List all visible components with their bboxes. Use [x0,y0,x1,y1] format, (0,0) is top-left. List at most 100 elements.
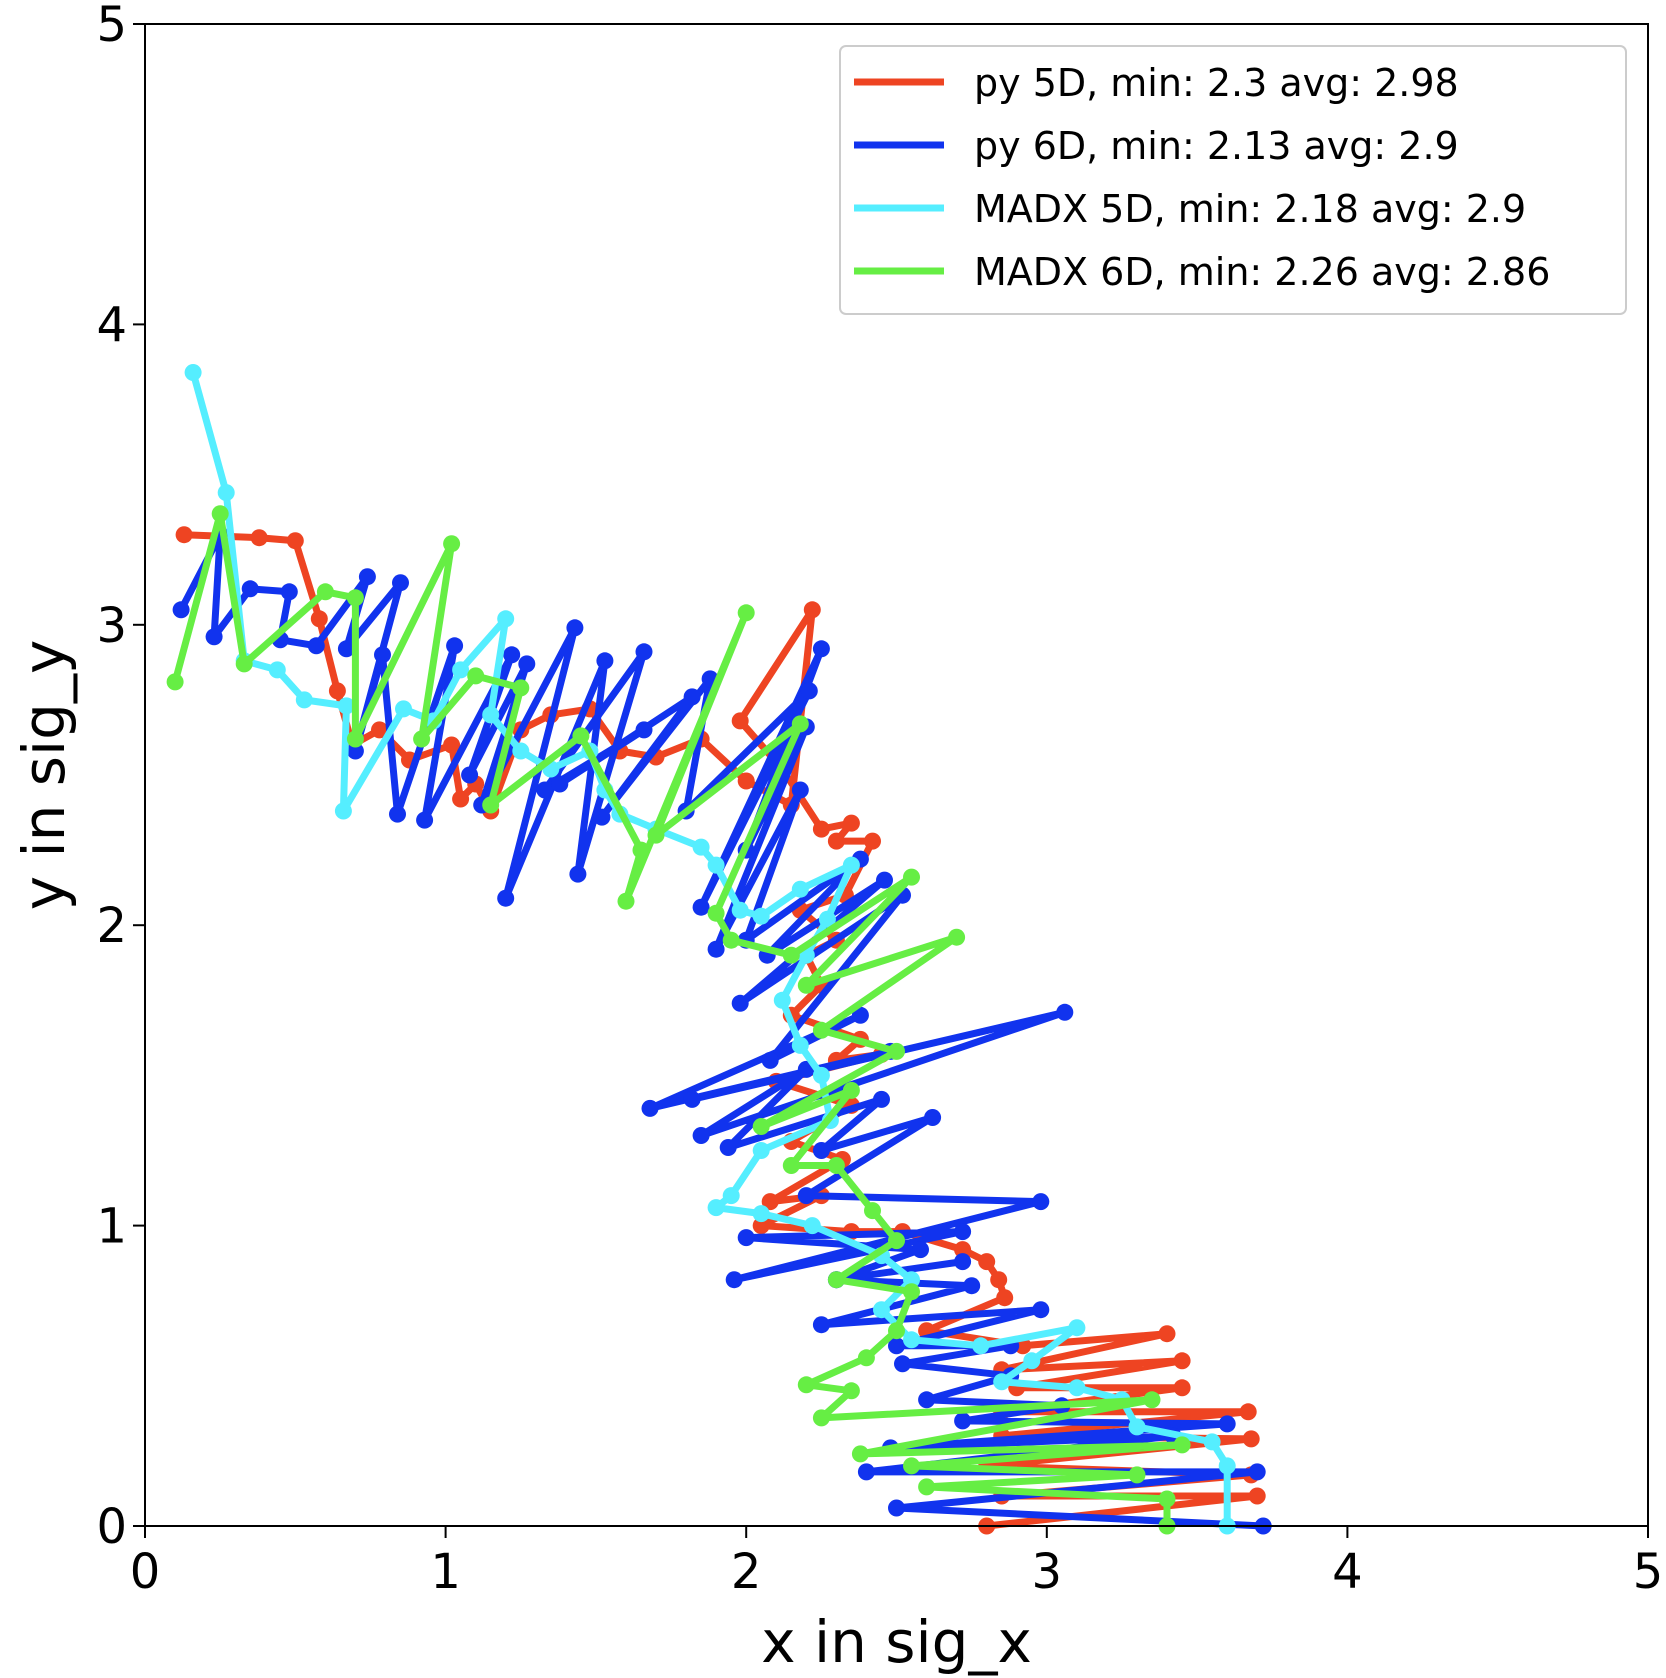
data-point [683,688,701,706]
y-tick-label: 1 [96,1199,127,1255]
data-point [803,1217,821,1235]
data-point [446,637,464,655]
data-point [842,856,860,874]
data-point [761,1051,779,1069]
data-point [617,892,635,910]
data-point [280,583,298,601]
data-point [707,904,725,922]
x-axis-label: x in sig_x [761,1608,1032,1676]
data-point [842,1081,860,1099]
data-point [512,679,530,697]
data-point [903,1457,920,1475]
legend: py 5D, min: 2.3 avg: 2.98 py 6D, min: 2.1… [839,45,1627,315]
data-point [737,604,755,622]
data-point [972,1337,990,1355]
data-point [990,1271,1008,1289]
x-tick-label: 2 [731,1544,762,1600]
data-point [286,532,304,550]
data-point [954,1241,972,1259]
data-point [903,1331,920,1349]
data-point [707,856,725,874]
x-tick-label: 5 [1633,1544,1664,1600]
data-point [773,991,791,1009]
data-point [395,700,412,718]
data-point [791,781,809,799]
data-point [731,901,749,919]
data-point [443,535,461,553]
data-point [346,589,364,607]
plot-frame [144,23,1649,1527]
data-point [334,802,352,820]
data-point [812,820,830,838]
data-point [1248,1463,1266,1481]
y-tick-label: 4 [96,297,127,353]
data-point [250,529,268,547]
data-point [731,994,749,1012]
data-point [812,640,830,658]
data-point [948,928,966,946]
data-point [1068,1319,1086,1337]
data-point [752,1205,770,1223]
data-point [1023,1352,1041,1370]
data-point [993,1373,1011,1391]
data-point [443,736,461,754]
data-point [692,838,710,856]
series-3 [166,505,1191,1535]
x-tick-label: 3 [1032,1544,1063,1600]
data-point [888,1337,905,1355]
data-point [1203,1433,1221,1451]
data-point [205,628,223,646]
data-point [307,637,325,655]
data-point [978,1253,996,1271]
data-point [1068,1379,1086,1397]
legend-entry-label: py 5D, min: 2.3 avg: 2.98 [974,61,1459,105]
data-point [996,1289,1014,1307]
data-point [752,1142,770,1159]
data-point [888,1499,905,1517]
data-point [358,568,376,586]
data-point [467,667,485,685]
data-point [1143,1391,1161,1409]
data-point [812,1142,830,1159]
data-point [692,1127,710,1144]
data-point [235,655,253,673]
data-point [647,826,665,844]
data-point [842,1382,860,1400]
data-point [791,1036,809,1054]
data-point [1218,1415,1236,1433]
data-point [452,661,470,679]
data-point [635,721,653,739]
data-point [731,712,749,730]
data-point [737,1229,755,1247]
legend-entry-label: py 6D, min: 2.13 avg: 2.9 [974,124,1459,168]
data-point [1173,1436,1191,1454]
data-point [482,796,500,814]
data-point [172,601,190,619]
data-point [268,661,286,679]
data-point [241,580,259,598]
series-layer [166,364,1272,1535]
data-point [641,1099,659,1117]
data-point [452,790,470,808]
data-point [797,976,815,994]
data-point [888,1232,905,1250]
data-point [389,805,406,823]
data-point [797,1187,815,1205]
data-point [903,868,920,886]
data-point [184,364,202,381]
data-point [791,715,809,733]
data-point [894,1355,911,1373]
data-point [857,1463,875,1481]
data-point [888,1322,905,1340]
data-point [518,655,536,673]
data-point [857,1349,875,1367]
data-point [800,682,818,700]
y-tick-label: 5 [96,0,127,53]
data-point [217,484,235,502]
data-point [1032,1301,1050,1319]
data-point [707,1199,725,1217]
data-point [782,946,800,964]
data-point [635,643,653,661]
data-point [818,910,836,928]
